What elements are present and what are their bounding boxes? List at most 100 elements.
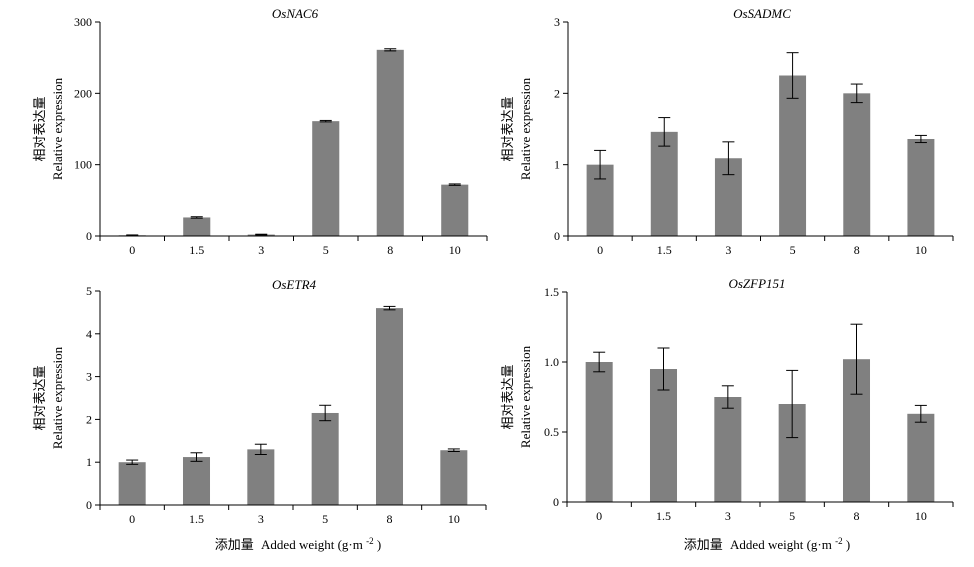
bar-5 <box>779 75 807 236</box>
x-tick-label: 10 <box>915 509 927 523</box>
error-bar-8 <box>850 83 863 104</box>
y-tick-label: 0.5 <box>544 425 559 439</box>
y-axis-label-cn: 相对表达量 <box>500 96 515 161</box>
y-axis-label-en: Relative expression <box>518 77 533 180</box>
y-tick-label: 1.0 <box>544 355 559 369</box>
y-tick-label: 3 <box>554 15 560 29</box>
bar-5 <box>311 412 339 505</box>
error-bar-5 <box>786 52 799 99</box>
y-tick-label: 0 <box>554 229 560 243</box>
chart-panel-3: 0 1 2 3 4 5 0 1.5 3 5 8 10 OsETR4 相对表达量 Relative expre… <box>32 277 487 526</box>
y-axis-label-en: Relative expression <box>50 346 65 449</box>
x-tick-label: 5 <box>790 243 796 257</box>
error-bar-1.5 <box>658 117 671 147</box>
x-tick-label: 5 <box>323 243 329 257</box>
error-bar-0 <box>126 459 139 465</box>
bar-5 <box>312 121 340 236</box>
y-axis-label-cn: 相对表达量 <box>32 96 47 161</box>
y-tick-label: 300 <box>74 15 92 29</box>
bar-8 <box>376 49 404 236</box>
x-tick-label: 1.5 <box>189 243 204 257</box>
error-bar-3 <box>722 141 735 176</box>
y-tick-label: 0 <box>86 498 92 512</box>
error-bar-10 <box>914 134 927 144</box>
y-tick-label: 2 <box>554 86 560 100</box>
bar-1.5 <box>650 131 678 236</box>
x-axis-label-right-cn: 添加量 <box>684 537 723 552</box>
bar-0 <box>585 362 613 502</box>
x-tick-label: 0 <box>129 243 135 257</box>
error-bar-1.5 <box>657 347 670 391</box>
bar-10 <box>907 138 935 236</box>
bar-1.5 <box>182 457 211 505</box>
bar-10 <box>440 450 468 505</box>
bar-10 <box>907 413 935 502</box>
x-tick-label: 0 <box>129 512 135 526</box>
bar-1.5 <box>649 369 678 502</box>
error-bar-8 <box>383 305 396 311</box>
x-tick-label: 3 <box>258 243 264 257</box>
y-tick-label: 0 <box>86 229 92 243</box>
error-bar-1.5 <box>190 452 203 462</box>
x-axis-label-sup: -2 <box>366 536 374 546</box>
x-tick-label: 3 <box>725 509 731 523</box>
error-bar-5 <box>319 404 332 422</box>
error-bar-10 <box>448 183 461 186</box>
error-bar-0 <box>594 149 607 180</box>
x-tick-label: 8 <box>387 512 393 526</box>
error-bar-5 <box>786 369 799 439</box>
bar-10 <box>441 184 469 236</box>
error-bar-3 <box>255 233 268 236</box>
bar-3 <box>714 397 742 502</box>
x-tick-label: 0 <box>596 509 602 523</box>
error-bar-0 <box>593 351 606 373</box>
error-bar-3 <box>254 443 267 455</box>
x-tick-label: 1.5 <box>189 512 204 526</box>
x-axis-label-right-sup: -2 <box>835 536 843 546</box>
x-tick-label: 8 <box>387 243 393 257</box>
error-bar-5 <box>319 119 332 123</box>
bar-0 <box>118 462 146 505</box>
error-bar-10 <box>914 404 927 423</box>
chart-panel-4: 0 0.5 1.0 1.5 0 1.5 3 5 8 10 OsZFP151 相对表达量 Relative… <box>500 276 954 523</box>
x-tick-label: 1.5 <box>656 509 671 523</box>
x-tick-label: 3 <box>258 512 264 526</box>
error-bar-3 <box>721 385 734 409</box>
chart-panel-1: 0 100 200 300 0 1.5 3 5 8 10 OsNAC6 相对表达量 Relative e… <box>32 6 488 257</box>
x-tick-label: 8 <box>854 509 860 523</box>
y-tick-label: 1 <box>86 455 92 469</box>
x-axis-label: 添加量 Added weight (g·m -2 ) <box>215 532 381 552</box>
x-tick-label: 0 <box>597 243 603 257</box>
y-tick-label: 0 <box>553 495 559 509</box>
error-bar-8 <box>384 48 397 52</box>
y-axis-label-cn: 相对表达量 <box>32 365 47 430</box>
x-axis-label-right-close: ) <box>846 537 850 552</box>
bar-1.5 <box>183 217 211 236</box>
y-axis-label-cn: 相对表达量 <box>500 364 515 429</box>
y-tick-label: 2 <box>86 412 92 426</box>
chart-panel-2: 0 1 2 3 0 1.5 3 5 8 10 OsSADMC 相对表达量 Relative expres… <box>500 6 954 257</box>
x-axis-label-right-en: Added weight (g·m <box>730 537 832 552</box>
chart-title: OsSADMC <box>733 6 791 21</box>
x-tick-label: 10 <box>449 243 461 257</box>
x-tick-label: 1.5 <box>657 243 672 257</box>
error-bar-8 <box>850 323 863 395</box>
y-tick-label: 1.5 <box>544 285 559 299</box>
error-bar-1.5 <box>190 216 203 219</box>
x-axis-label-right: 添加量 Added weight (g·m -2 ) <box>684 532 850 552</box>
x-axis-label-cn: 添加量 <box>215 537 254 552</box>
y-tick-label: 100 <box>74 158 92 172</box>
x-tick-label: 8 <box>854 243 860 257</box>
error-bar-10 <box>447 448 460 452</box>
chart-title: OsETR4 <box>272 277 317 292</box>
chart-title: OsNAC6 <box>272 6 319 21</box>
y-tick-label: 200 <box>74 86 92 100</box>
y-axis-label-en: Relative expression <box>518 345 533 448</box>
y-axis-label-en: Relative expression <box>50 77 65 180</box>
bar-3 <box>247 449 275 505</box>
x-tick-label: 10 <box>915 243 927 257</box>
x-tick-label: 5 <box>789 509 795 523</box>
y-tick-label: 1 <box>554 158 560 172</box>
